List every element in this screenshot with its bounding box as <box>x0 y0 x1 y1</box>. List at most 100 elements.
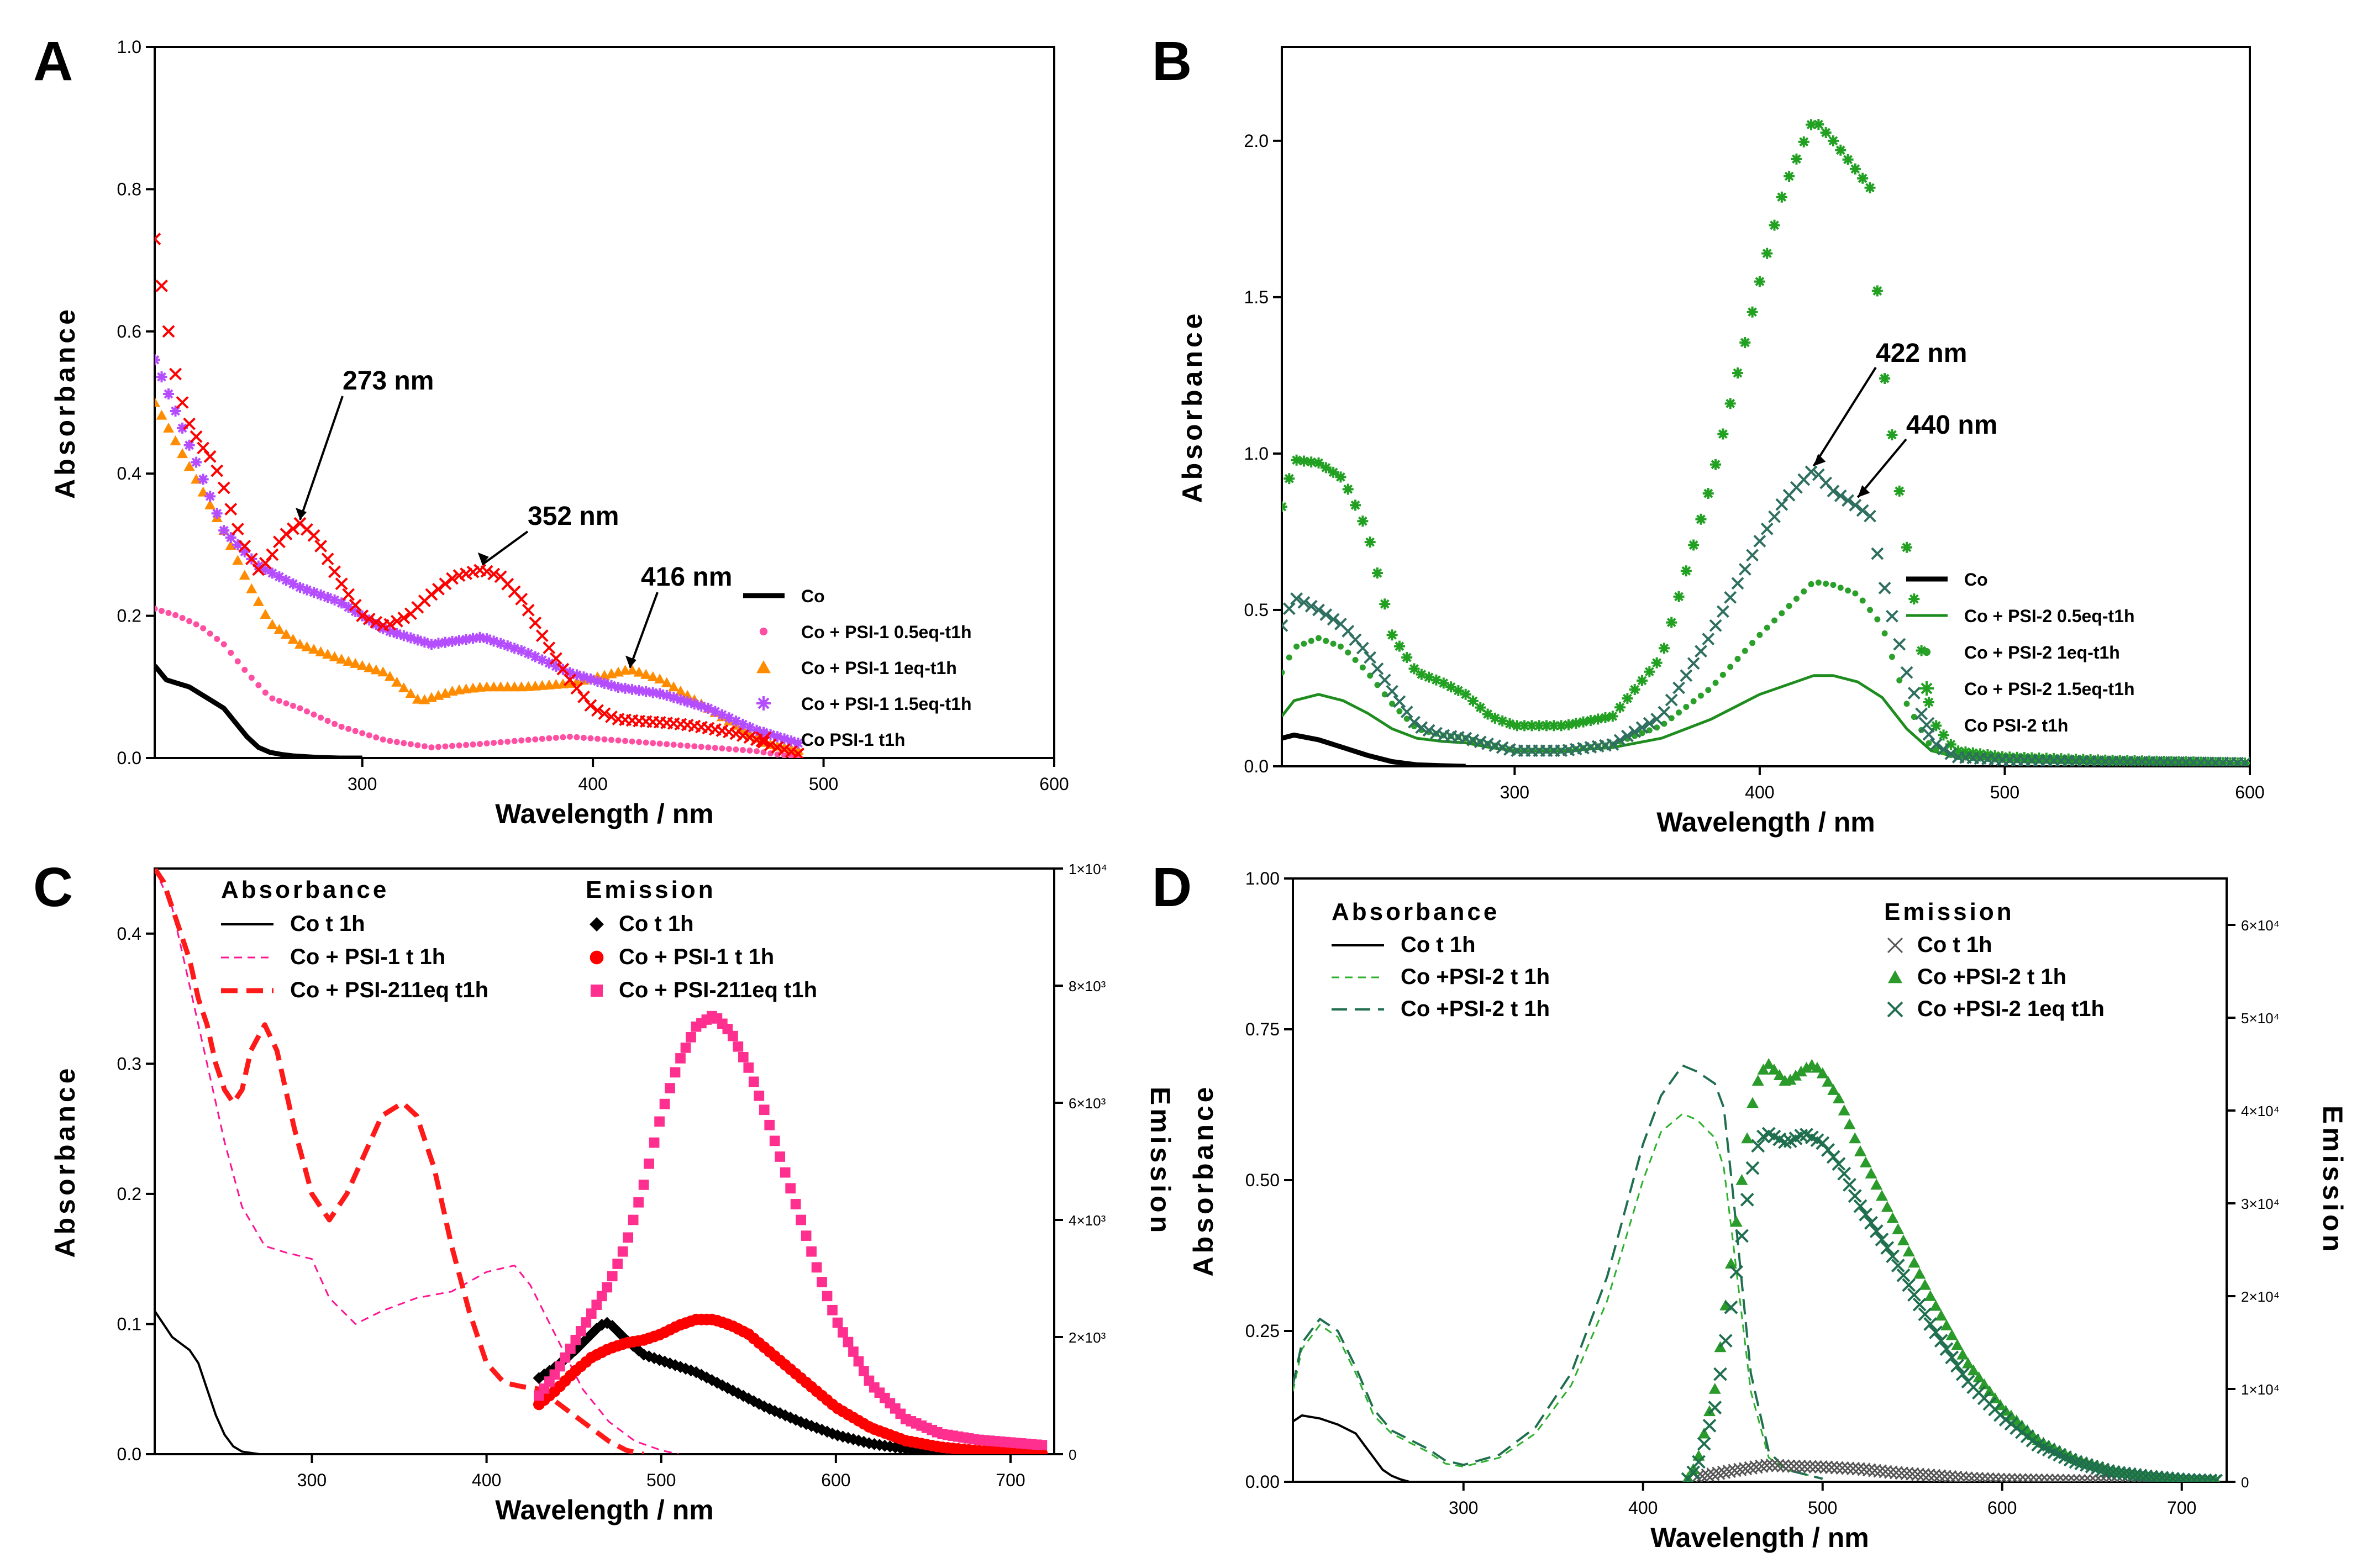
x-tick-label: 400 <box>1745 782 1774 802</box>
emission-series-3-point <box>727 1030 738 1041</box>
series-4-point <box>412 634 423 646</box>
x-tick-label: 500 <box>1808 1498 1837 1518</box>
series-5-point <box>287 522 299 535</box>
x-tick-label: 500 <box>809 774 838 794</box>
emission-series-3-point <box>748 1076 759 1087</box>
series-4-point <box>1306 456 1317 468</box>
emission-series-3-point <box>2128 1467 2142 1482</box>
series-3-point <box>1823 581 1829 587</box>
series-5-point <box>1842 494 1855 507</box>
panel-b: 300 400 500 600 0.0 0.5 1.0 1.5 2.0 Wavelength / … <box>1152 30 2265 838</box>
emission-series-2-point <box>1924 1290 1937 1301</box>
series-5-point <box>1738 562 1751 576</box>
emission-series-3-point <box>1880 1241 1895 1255</box>
emission-series-1-point <box>2018 1473 2033 1482</box>
emission-series-1-point <box>1733 1462 1747 1476</box>
series-4-point <box>723 712 735 724</box>
series-3-point <box>246 583 257 593</box>
emission-series-1-point <box>1706 1467 1720 1481</box>
y-tick-label: 0.0 <box>117 748 141 768</box>
annotation-arrow <box>629 592 659 669</box>
series-2-point <box>179 614 186 621</box>
series-4-point <box>688 698 700 710</box>
series-4-point <box>467 633 479 644</box>
series-3-point <box>1852 590 1859 597</box>
series-5-point <box>155 280 168 292</box>
series-3-point <box>1926 740 1932 746</box>
series-3-point <box>1786 603 1792 609</box>
series-2-point <box>664 741 670 748</box>
series-5-point <box>1378 673 1391 687</box>
x-tick-label: 300 <box>297 1470 327 1490</box>
legend-label: Co + PSI-211eq t1h <box>290 978 488 1002</box>
series-4-point <box>786 735 797 747</box>
series-4-point <box>661 690 672 701</box>
series-4-point <box>613 681 624 693</box>
series-4-point <box>1651 657 1663 669</box>
series-5-point <box>211 464 224 477</box>
emission-series-1-point <box>2029 1473 2043 1482</box>
legend-label: Co +PSI-2 t 1h <box>1401 965 1550 989</box>
series-4-point <box>1592 713 1604 725</box>
series-4-point <box>1916 645 1927 656</box>
series-4-point <box>502 640 513 651</box>
series-2-point <box>539 735 545 742</box>
emission-series-2-point <box>1800 1061 1813 1073</box>
series-5-point <box>1327 613 1340 626</box>
series-4-point <box>792 737 804 749</box>
series-4-point <box>1791 153 1802 165</box>
series-5-point <box>1915 707 1928 720</box>
series-4-point <box>640 686 652 697</box>
y2-tick-label: 0 <box>2241 1474 2249 1491</box>
series-3-point <box>377 666 389 677</box>
emission-series-3-point <box>1869 1224 1884 1238</box>
absorbance-series-1-line <box>155 1310 260 1454</box>
series-2-point <box>725 746 732 753</box>
series-2-point <box>380 736 386 743</box>
series-4-point <box>1548 720 1560 732</box>
series-5-point <box>1709 619 1722 632</box>
series-2-point <box>601 736 608 743</box>
series-5-point <box>1864 509 1876 523</box>
emission-series-3-point <box>2106 1465 2121 1479</box>
series-4-point <box>1371 567 1383 579</box>
legend-swatch <box>1918 717 1935 733</box>
series-4-point <box>1871 285 1883 297</box>
series-3-point <box>1683 703 1690 710</box>
series-4-point <box>619 682 631 694</box>
series-4-point <box>1298 455 1309 467</box>
legend-label: Co <box>1964 570 1988 590</box>
emission-series-2-point <box>1919 1278 1931 1290</box>
legend-label: Co <box>801 586 825 606</box>
series-2-point <box>705 744 712 751</box>
legend-swatch <box>590 950 604 965</box>
series-2-point <box>691 743 698 750</box>
series-5-point <box>1856 504 1869 517</box>
plot-frame <box>154 46 1055 759</box>
legend-label: Co PSI-2 t1h <box>1964 715 2068 735</box>
series-3-point <box>1337 643 1344 650</box>
panel-letter: C <box>33 856 73 918</box>
emission-series-3-point <box>2166 1471 2180 1482</box>
emission-series-3-point <box>780 1167 791 1178</box>
emission-series-1-point <box>2083 1474 2097 1482</box>
series-4-point <box>1342 483 1354 495</box>
series-4-point <box>1313 457 1324 469</box>
series-3-point <box>156 409 167 420</box>
series-4-point <box>197 473 209 485</box>
series-3-point <box>204 499 216 509</box>
series-3-point <box>1705 687 1712 693</box>
series-2-point <box>332 720 338 727</box>
series-5-point <box>1716 605 1729 618</box>
series-2-point <box>345 725 352 732</box>
series-4-point <box>696 701 707 712</box>
emission-series-1-point <box>1943 1470 1957 1482</box>
emission-series-3-point <box>785 1183 796 1194</box>
emission-series-2-point <box>1972 1371 1985 1382</box>
legend-swatch <box>1919 681 1934 696</box>
series-5-point <box>1282 619 1288 632</box>
series-4-point <box>1879 373 1891 385</box>
series-3-point <box>1712 680 1719 686</box>
series-4-point <box>1453 685 1464 697</box>
emission-series-3-point <box>560 1352 571 1363</box>
